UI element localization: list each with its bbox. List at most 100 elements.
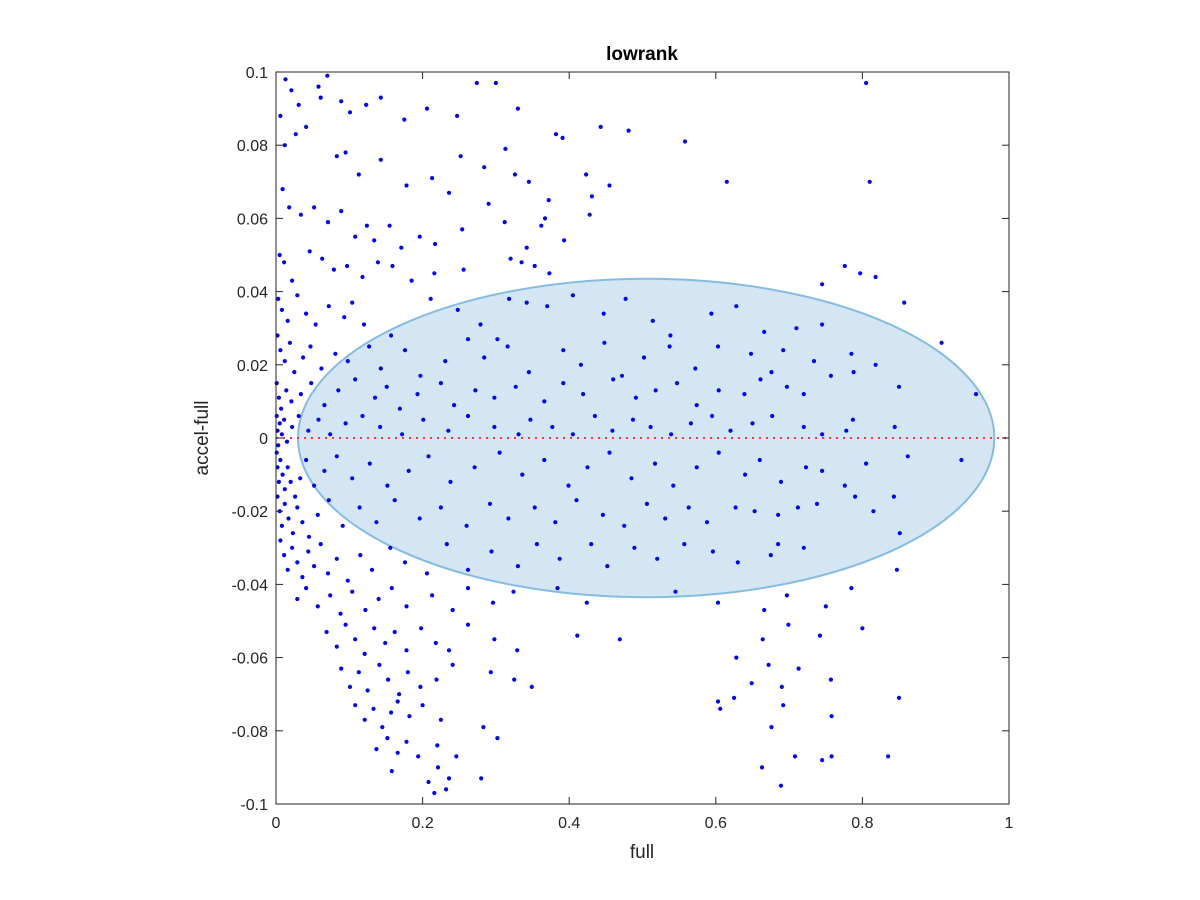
data-point <box>285 318 290 323</box>
data-point <box>626 128 631 133</box>
data-point <box>360 274 365 280</box>
data-point <box>389 769 394 774</box>
data-point <box>353 703 358 708</box>
data-point <box>356 670 361 675</box>
data-point <box>650 318 655 323</box>
data-point <box>358 553 363 558</box>
data-point <box>279 432 284 437</box>
data-point <box>298 476 303 481</box>
data-point <box>671 483 676 488</box>
data-point <box>515 106 521 111</box>
data-point <box>734 655 739 660</box>
data-point <box>886 754 891 759</box>
data-point <box>322 403 327 408</box>
data-point <box>353 234 358 239</box>
data-point <box>528 417 533 422</box>
data-point <box>811 359 817 364</box>
data-point <box>896 384 902 389</box>
data-point <box>387 223 392 228</box>
data-point <box>547 271 552 276</box>
data-point <box>287 205 292 210</box>
data-point <box>339 209 344 214</box>
data-point <box>343 421 348 426</box>
data-point <box>587 212 592 217</box>
data-point <box>374 747 379 752</box>
data-point <box>718 706 723 711</box>
data-point <box>710 413 715 419</box>
data-point <box>779 684 784 690</box>
data-point <box>578 362 584 367</box>
data-point <box>694 403 699 408</box>
data-point <box>278 457 283 463</box>
data-point <box>345 359 350 364</box>
data-point <box>444 787 449 792</box>
data-point <box>570 293 576 298</box>
data-point <box>905 454 910 459</box>
data-point <box>607 183 612 188</box>
data-point <box>473 388 478 393</box>
data-point <box>716 450 721 455</box>
data-point <box>380 725 385 730</box>
data-point <box>715 699 721 704</box>
data-point <box>378 424 383 430</box>
data-point <box>515 564 521 569</box>
data-point <box>776 512 781 518</box>
data-point <box>488 670 493 675</box>
data-point <box>820 322 825 327</box>
data-point <box>367 461 372 466</box>
data-point <box>598 124 603 129</box>
data-point <box>326 498 331 503</box>
data-point <box>851 370 856 375</box>
data-point <box>492 424 497 430</box>
data-point <box>472 465 477 470</box>
data-point <box>489 549 494 554</box>
data-point <box>516 432 521 437</box>
data-point <box>276 443 281 448</box>
data-point <box>301 355 306 360</box>
data-point <box>770 413 775 419</box>
data-point <box>420 703 425 708</box>
data-point <box>389 333 394 338</box>
data-point <box>278 348 283 353</box>
y-tick-label: 0.08 <box>237 138 268 155</box>
data-point <box>277 252 282 258</box>
data-point <box>814 501 820 506</box>
data-point <box>304 586 309 591</box>
data-point <box>415 392 420 397</box>
data-point <box>602 340 607 345</box>
data-point <box>733 505 738 510</box>
data-point <box>630 417 636 422</box>
data-point <box>290 531 295 536</box>
data-point <box>304 457 309 463</box>
data-point <box>385 483 390 488</box>
data-point <box>312 483 317 488</box>
data-point <box>404 183 409 188</box>
data-point <box>820 758 825 763</box>
data-point <box>417 516 422 521</box>
data-point <box>860 626 865 631</box>
data-point <box>292 370 297 375</box>
data-point <box>340 523 345 528</box>
data-point <box>784 593 790 598</box>
data-point <box>849 351 854 356</box>
data-point <box>280 472 285 477</box>
data-point <box>495 337 500 342</box>
data-point <box>282 553 287 558</box>
data-point <box>864 80 869 86</box>
data-point <box>343 150 348 155</box>
y-tick-label: 0.04 <box>237 285 268 302</box>
data-point <box>279 406 284 411</box>
data-point <box>633 395 639 400</box>
data-point <box>289 88 294 93</box>
data-point <box>316 417 321 422</box>
data-point <box>274 413 279 419</box>
data-point <box>448 479 453 484</box>
x-tick-label: 0.6 <box>705 815 727 832</box>
data-point <box>823 604 828 609</box>
data-point <box>402 348 408 353</box>
data-point <box>532 263 537 269</box>
data-point <box>306 549 311 554</box>
data-point <box>290 424 295 430</box>
data-point <box>842 263 847 269</box>
data-point <box>750 421 755 426</box>
